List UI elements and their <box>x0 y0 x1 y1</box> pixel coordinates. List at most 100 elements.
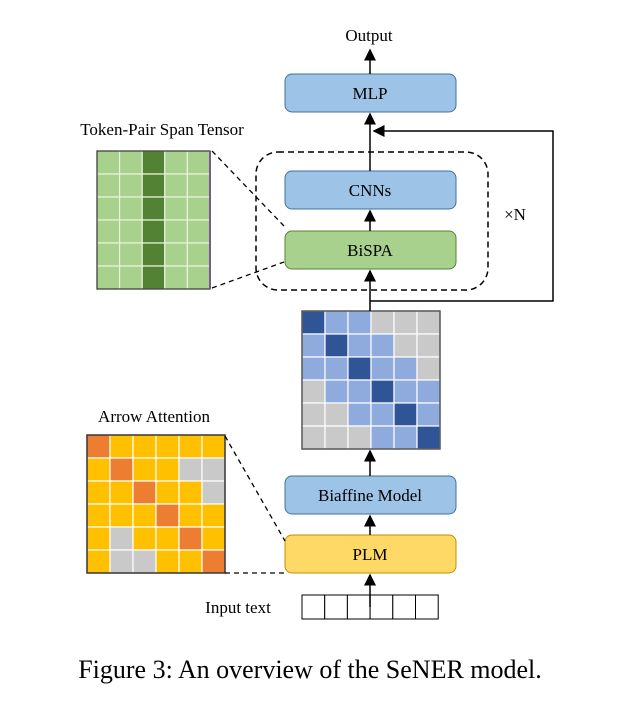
matrix-cell <box>132 434 157 459</box>
matrix-cell <box>201 526 226 551</box>
tensor-cell <box>118 219 143 244</box>
matrix-cell <box>155 480 180 505</box>
matrix-cell <box>324 402 349 427</box>
matrix-cell <box>393 356 418 381</box>
tensor-cell <box>96 265 121 290</box>
tensor-cell <box>164 173 189 198</box>
matrix-cell <box>155 434 180 459</box>
matrix-cell <box>155 549 180 574</box>
matrix-cell <box>109 480 134 505</box>
matrix-cell <box>301 379 326 404</box>
matrix-cell <box>86 434 111 459</box>
matrix-cell <box>370 333 395 358</box>
matrix-cell <box>201 480 226 505</box>
tensor-cell <box>186 242 211 267</box>
matrix-cell <box>155 503 180 528</box>
matrix-cell <box>109 434 134 459</box>
matrix-cell <box>416 333 441 358</box>
matrix-cell <box>109 526 134 551</box>
tensor-cell <box>164 265 189 290</box>
arrow-attention-label: Arrow Attention <box>98 407 210 426</box>
matrix-cell <box>201 549 226 574</box>
tensor-cell <box>186 150 211 175</box>
matrix-cell <box>86 526 111 551</box>
matrix-cell <box>301 356 326 381</box>
svg-text:BiSPA: BiSPA <box>347 241 393 260</box>
matrix-cell <box>347 402 372 427</box>
matrix-cell <box>178 503 203 528</box>
matrix-cell <box>132 457 157 482</box>
bispa-box: BiSPA <box>284 230 457 270</box>
repeat-label: ×N <box>504 205 526 224</box>
tensor-cell <box>186 173 211 198</box>
matrix-cell <box>132 526 157 551</box>
tensor-cell <box>186 219 211 244</box>
repeat-block-border <box>255 151 489 291</box>
matrix-cell <box>109 503 134 528</box>
biaffine-box: Biaffine Model <box>284 475 457 515</box>
tensor-cell <box>118 265 143 290</box>
matrix-cell <box>201 503 226 528</box>
matrix-cell <box>416 425 441 450</box>
matrix-cell <box>370 425 395 450</box>
tensor-cell <box>164 150 189 175</box>
matrix-cell <box>109 457 134 482</box>
tensor-cell <box>141 173 166 198</box>
input-token <box>392 594 416 620</box>
input-token <box>324 594 348 620</box>
tensor-cell <box>96 242 121 267</box>
cnns-box: CNNs <box>284 170 457 210</box>
matrix-cell <box>109 549 134 574</box>
arrow-attention-matrix <box>86 434 226 574</box>
svg-text:CNNs: CNNs <box>349 181 392 200</box>
tensor-cell <box>186 196 211 221</box>
input-label: Input text <box>205 598 271 617</box>
matrix-cell <box>201 434 226 459</box>
matrix-cell <box>393 379 418 404</box>
matrix-cell <box>86 503 111 528</box>
biaffine-matrix <box>301 310 441 450</box>
matrix-cell <box>416 310 441 335</box>
input-token <box>301 594 326 620</box>
matrix-cell <box>370 310 395 335</box>
tensor-cell <box>118 173 143 198</box>
matrix-cell <box>347 356 372 381</box>
tensor-cell <box>96 219 121 244</box>
matrix-cell <box>86 549 111 574</box>
tensor-cell <box>118 242 143 267</box>
matrix-cell <box>370 379 395 404</box>
mlp-box: MLP <box>284 73 457 113</box>
matrix-cell <box>155 457 180 482</box>
matrix-cell <box>301 402 326 427</box>
input-token <box>415 594 439 620</box>
input-token <box>346 594 371 620</box>
matrix-cell <box>370 402 395 427</box>
span-tensor-label: Token-Pair Span Tensor <box>80 120 244 139</box>
matrix-cell <box>178 434 203 459</box>
matrix-cell <box>416 379 441 404</box>
tensor-cell <box>141 150 166 175</box>
span-tensor <box>96 150 211 290</box>
matrix-cell <box>416 402 441 427</box>
matrix-cell <box>201 457 226 482</box>
tensor-cell <box>141 196 166 221</box>
input-tokens <box>301 594 439 620</box>
matrix-cell <box>132 480 157 505</box>
matrix-cell <box>347 379 372 404</box>
tensor-cell <box>141 219 166 244</box>
matrix-cell <box>416 356 441 381</box>
matrix-cell <box>132 503 157 528</box>
matrix-cell <box>301 425 326 450</box>
matrix-cell <box>393 402 418 427</box>
tensor-cell <box>164 196 189 221</box>
matrix-cell <box>155 526 180 551</box>
figure-caption: Figure 3: An overview of the SeNER model… <box>78 655 542 684</box>
matrix-cell <box>393 310 418 335</box>
svg-text:Biaffine Model: Biaffine Model <box>318 486 422 505</box>
matrix-cell <box>178 549 203 574</box>
tensor-cell <box>141 265 166 290</box>
tensor-cell <box>96 150 121 175</box>
zoom-lines <box>211 150 286 574</box>
matrix-cell <box>324 356 349 381</box>
